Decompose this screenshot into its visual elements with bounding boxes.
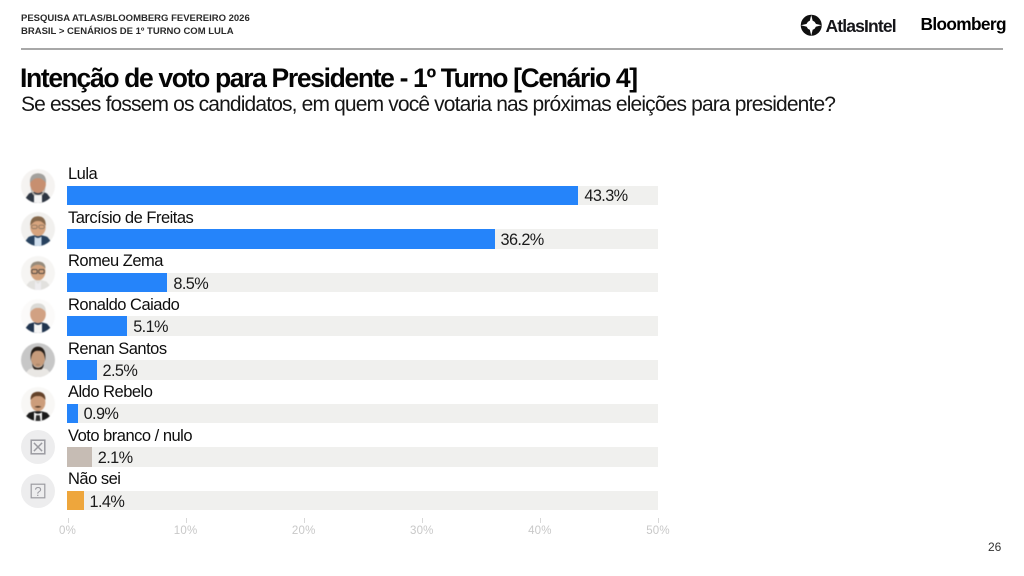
svg-text:?: ?: [34, 484, 41, 499]
